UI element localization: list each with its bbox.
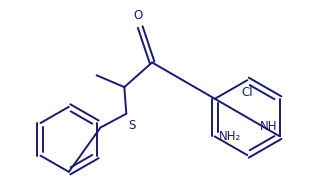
Text: NH₂: NH₂ xyxy=(219,130,241,143)
Text: S: S xyxy=(128,119,136,132)
Text: Cl: Cl xyxy=(242,86,253,99)
Text: NH: NH xyxy=(259,120,277,133)
Text: O: O xyxy=(134,9,143,22)
